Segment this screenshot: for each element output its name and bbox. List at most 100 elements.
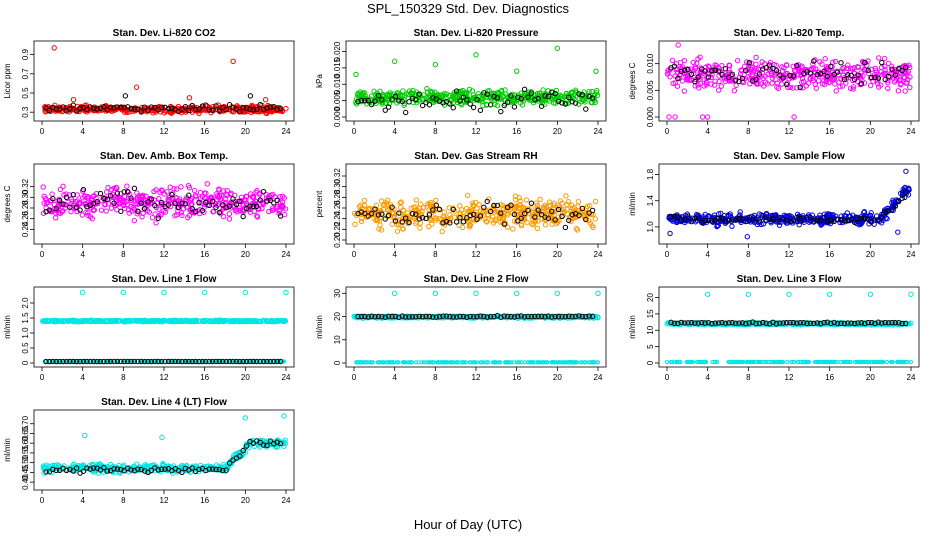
data-point-mean: [94, 106, 100, 112]
data-point-mean: [879, 214, 885, 221]
data-point: [259, 205, 265, 212]
data-point: [51, 201, 57, 208]
outlier-point: [161, 289, 167, 296]
data-point-mean: [257, 358, 263, 365]
data-point-mean: [872, 74, 878, 81]
x-tick-label: 4: [392, 250, 397, 259]
data-point: [536, 360, 542, 365]
data-point: [40, 184, 46, 190]
data-point: [444, 91, 450, 97]
data-point: [133, 201, 139, 207]
data-point: [212, 318, 218, 324]
data-point-mean: [841, 217, 848, 224]
data-point-mean: [77, 105, 83, 111]
data-point-mean: [501, 102, 507, 109]
data-point: [85, 210, 91, 216]
data-point-mean: [247, 203, 253, 209]
y-tick-label: 0.26: [333, 200, 342, 216]
data-point: [232, 207, 239, 214]
data-point: [161, 191, 168, 197]
data-point-mean: [196, 358, 202, 365]
data-point: [563, 193, 569, 199]
data-point: [281, 359, 286, 364]
data-point-mean: [111, 105, 117, 111]
data-point-mean: [481, 90, 487, 96]
outlier-point: [353, 71, 359, 78]
data-point: [844, 65, 850, 72]
data-point: [395, 92, 401, 99]
data-point: [149, 215, 156, 221]
data-point: [891, 201, 897, 208]
data-point-mean: [583, 106, 589, 112]
data-point-mean: [226, 102, 233, 108]
data-point-mean: [375, 313, 382, 320]
data-point-mean: [457, 313, 463, 320]
data-point-mean: [589, 313, 596, 320]
data-point-mean: [264, 105, 270, 111]
data-point: [504, 360, 509, 365]
data-point-mean: [559, 213, 565, 220]
data-point-mean: [274, 106, 280, 113]
outlier-point: [895, 229, 901, 235]
data-point: [249, 194, 256, 200]
x-tick-label: 0: [665, 127, 670, 136]
y-tick-label: 0.020: [333, 41, 342, 62]
data-point-mean: [199, 207, 206, 214]
data-point: [71, 318, 78, 325]
data-point: [368, 360, 373, 365]
data-point-mean: [240, 213, 246, 220]
data-point-mean: [257, 197, 263, 203]
data-point-mean: [382, 216, 388, 222]
data-point-mean: [419, 313, 426, 320]
x-tick-label: 12: [785, 373, 794, 382]
data-point: [254, 213, 260, 219]
data-point-mean: [804, 69, 810, 75]
data-point: [748, 66, 754, 73]
chart-title: Stan. Dev. Gas Stream RH: [414, 151, 537, 162]
data-point: [813, 85, 819, 91]
data-point: [380, 202, 387, 209]
data-point: [447, 212, 453, 218]
data-point-mean: [162, 358, 168, 365]
data-point-mean: [515, 313, 521, 320]
data-point-mean: [274, 358, 280, 365]
x-tick-label: 0: [40, 250, 45, 259]
data-point: [579, 360, 585, 365]
data-point-mean: [583, 216, 589, 223]
data-point: [830, 59, 836, 65]
data-point: [117, 201, 123, 207]
data-point-mean: [484, 198, 490, 205]
plot-frame: [658, 163, 920, 245]
data-point-mean: [216, 358, 223, 365]
data-point: [670, 80, 676, 87]
data-point: [695, 359, 700, 365]
data-point-mean: [566, 217, 572, 224]
data-point-mean: [416, 313, 422, 320]
data-point: [403, 360, 408, 365]
data-point-mean: [899, 195, 905, 201]
data-point-mean: [382, 107, 388, 113]
data-point: [511, 360, 517, 365]
data-point: [560, 212, 566, 219]
data-point-mean: [681, 217, 688, 223]
data-point: [465, 219, 472, 226]
data-point-mean: [566, 94, 572, 101]
data-point: [872, 65, 878, 72]
y-axis-label: Licor ppm: [3, 63, 12, 98]
y-tick-label: 0.3: [21, 106, 30, 118]
data-point: [815, 78, 822, 84]
data-point: [513, 203, 519, 209]
data-point: [555, 214, 562, 220]
data-point: [188, 197, 194, 204]
data-point: [433, 215, 439, 222]
data-point: [124, 183, 130, 189]
data-point: [832, 74, 838, 80]
data-point: [419, 97, 425, 103]
data-point-mean: [807, 70, 814, 76]
data-point: [241, 318, 248, 325]
data-point-mean: [423, 215, 429, 222]
data-point-mean: [542, 314, 548, 320]
data-point: [550, 202, 557, 209]
data-point-mean: [535, 95, 541, 102]
data-point: [712, 78, 718, 84]
